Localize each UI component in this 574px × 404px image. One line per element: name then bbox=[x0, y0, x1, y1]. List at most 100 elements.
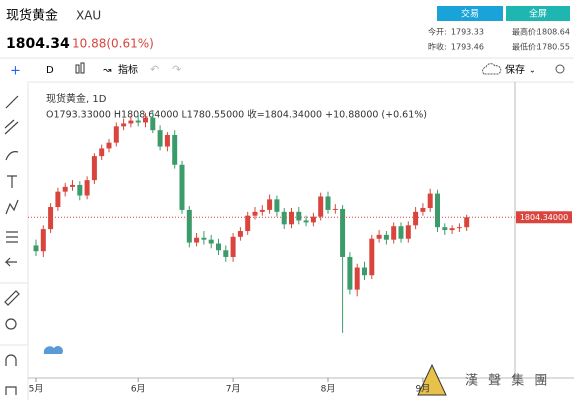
x-tick-label: 5月 bbox=[29, 384, 44, 395]
candle-icon[interactable] bbox=[75, 62, 85, 74]
lock-tool[interactable] bbox=[5, 386, 17, 395]
x-tick-label: 7月 bbox=[226, 384, 241, 395]
save-menu[interactable]: ⌄ bbox=[529, 66, 536, 75]
candle-body bbox=[376, 234, 382, 239]
candle-body bbox=[391, 226, 397, 240]
candle-body bbox=[201, 237, 207, 240]
candle-body bbox=[325, 196, 331, 210]
candle-body bbox=[405, 225, 411, 239]
undo[interactable]: ↶ bbox=[150, 63, 159, 76]
redo[interactable]: ↷ bbox=[172, 63, 181, 76]
candle-body bbox=[383, 234, 389, 240]
fib-tool[interactable] bbox=[4, 119, 19, 135]
candle-body bbox=[208, 239, 214, 244]
candle-body bbox=[216, 243, 221, 251]
candle-body bbox=[354, 267, 360, 290]
crosshair-tool[interactable]: + bbox=[10, 64, 21, 79]
candle-body bbox=[296, 211, 302, 221]
symbol-name: 现货黄金 bbox=[6, 8, 58, 24]
watermark-logo bbox=[417, 363, 447, 396]
back-tool[interactable] bbox=[4, 257, 17, 267]
fullscreen-button[interactable] bbox=[506, 6, 570, 21]
candle-body bbox=[318, 196, 324, 217]
candle-body bbox=[237, 231, 243, 237]
candle-body bbox=[332, 208, 338, 210]
candle-body bbox=[172, 134, 178, 165]
candle-body bbox=[48, 207, 54, 230]
stat: 最低价: bbox=[512, 42, 539, 52]
candle-body bbox=[464, 217, 470, 228]
candle-body bbox=[157, 130, 163, 147]
candle-body bbox=[442, 227, 448, 231]
candle-body bbox=[33, 245, 39, 252]
candle-body bbox=[340, 208, 346, 257]
brush-tool[interactable] bbox=[5, 151, 19, 161]
candle-body bbox=[303, 220, 309, 223]
candle-body bbox=[289, 211, 294, 225]
candle-body bbox=[113, 126, 119, 143]
candle-body bbox=[99, 148, 105, 157]
candle-body bbox=[194, 237, 200, 243]
candle-body bbox=[77, 184, 83, 196]
candle-body bbox=[62, 186, 68, 192]
candle-body bbox=[274, 199, 280, 212]
save[interactable]: 保存 bbox=[505, 63, 525, 76]
candle-body bbox=[369, 238, 375, 276]
candle-body bbox=[128, 120, 134, 124]
candle-body bbox=[347, 256, 353, 290]
x-tick-label: 9月 bbox=[416, 384, 431, 395]
candle-body bbox=[143, 117, 148, 123]
candle-body bbox=[245, 215, 251, 232]
trade-label[interactable]: 交易 bbox=[461, 8, 479, 20]
candle-body bbox=[435, 193, 440, 228]
candle-body bbox=[362, 267, 367, 276]
indicator-icon[interactable]: ↝ bbox=[102, 65, 111, 76]
cloud-icon[interactable] bbox=[482, 63, 502, 75]
candle-body bbox=[84, 180, 90, 196]
trade-button[interactable] bbox=[437, 6, 503, 21]
settings[interactable] bbox=[555, 64, 565, 74]
trend-line-tool[interactable] bbox=[5, 95, 19, 109]
stat: 1793.46 bbox=[451, 43, 484, 52]
candle-body bbox=[223, 250, 229, 257]
text-tool[interactable] bbox=[7, 175, 17, 188]
legend-title: 现货黄金, 1D bbox=[46, 92, 107, 105]
x-tick-label: 6月 bbox=[131, 384, 146, 395]
candle-body bbox=[40, 229, 46, 252]
pattern-tool[interactable] bbox=[5, 199, 19, 215]
candle-body bbox=[259, 209, 265, 212]
candle-body bbox=[135, 120, 141, 123]
candle-body bbox=[281, 211, 287, 225]
candle-body bbox=[186, 209, 192, 243]
candle-body bbox=[456, 227, 462, 229]
candle-body bbox=[413, 211, 419, 226]
candle-body bbox=[55, 191, 61, 208]
candle-body bbox=[267, 199, 273, 210]
candle-body bbox=[398, 226, 404, 239]
stat: 1808.64 bbox=[537, 28, 570, 37]
ruler-tool[interactable] bbox=[4, 290, 20, 306]
fullscreen-label[interactable]: 全屏 bbox=[529, 8, 547, 20]
candle-body bbox=[310, 216, 316, 223]
interval[interactable]: D bbox=[46, 65, 54, 76]
candle-body bbox=[179, 164, 185, 210]
logo-icon bbox=[43, 346, 63, 354]
zoom-tool[interactable] bbox=[5, 318, 17, 330]
prediction-tool[interactable] bbox=[6, 231, 18, 243]
stat: 今开: bbox=[428, 27, 447, 37]
stat: 最高价: bbox=[512, 27, 539, 37]
candle-body bbox=[91, 156, 97, 181]
last-price-tag bbox=[516, 211, 572, 224]
candle-body bbox=[106, 142, 112, 149]
price: 1804.34 bbox=[6, 36, 70, 52]
candle-body bbox=[121, 123, 127, 127]
candle-body bbox=[427, 193, 433, 208]
change: 10.88(0.61%) bbox=[72, 37, 154, 51]
last-price-label: 1804.34000 bbox=[520, 213, 568, 222]
candle-body bbox=[70, 184, 75, 187]
indicators[interactable]: 指标 bbox=[118, 63, 138, 76]
stat: 1793.33 bbox=[451, 28, 484, 37]
magnet-tool[interactable] bbox=[5, 354, 17, 366]
candle-body bbox=[230, 236, 236, 257]
